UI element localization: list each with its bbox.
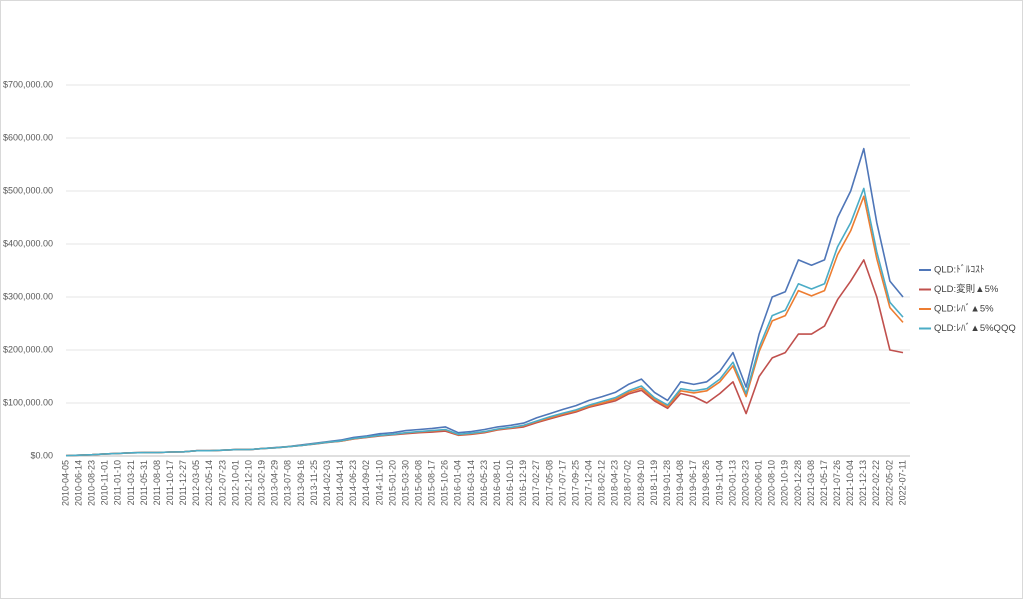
x-tick-label: 2010-08-23 [87, 460, 97, 506]
x-tick-label: 2016-03-14 [466, 460, 476, 506]
y-tick-label: $600,000.00 [3, 132, 53, 142]
x-tick-label: 2020-01-13 [727, 460, 737, 506]
x-tick-label: 2020-03-23 [740, 460, 750, 506]
x-tick-label: 2013-04-29 [270, 460, 280, 506]
x-tick-label: 2016-10-10 [505, 460, 515, 506]
x-tick-label: 2022-07-11 [897, 460, 907, 505]
x-tick-label: 2015-08-17 [427, 460, 437, 506]
x-tick-label: 2019-11-04 [714, 460, 724, 505]
x-tick-label: 2022-02-22 [871, 460, 881, 506]
x-tick-label: 2020-12-28 [793, 460, 803, 506]
x-tick-label: 2016-05-23 [479, 460, 489, 506]
x-tick-label: 2016-01-04 [453, 460, 463, 506]
x-tick-label: 2013-07-08 [283, 460, 293, 506]
legend-text: QLD:変則▲5% [934, 283, 999, 295]
x-tick-label: 2016-12-19 [518, 460, 528, 506]
x-tick-label: 2020-08-10 [767, 460, 777, 506]
x-tick-label: 2014-02-03 [322, 460, 332, 506]
x-tick-label: 2011-12-27 [178, 460, 188, 505]
x-tick-label: 2019-01-28 [662, 460, 672, 506]
x-tick-label: 2011-08-08 [152, 460, 162, 505]
x-tick-label: 2021-05-17 [819, 460, 829, 506]
x-tick-label: 2019-04-08 [675, 460, 685, 506]
x-tick-label: 2013-02-19 [257, 460, 267, 506]
y-tick-label: $0.00 [30, 450, 53, 460]
x-tick-label: 2022-05-02 [884, 460, 894, 506]
x-tick-label: 2012-07-23 [217, 460, 227, 506]
x-tick-label: 2017-09-25 [570, 460, 580, 506]
y-tick-label: $200,000.00 [3, 344, 53, 354]
x-tick-label: 2010-06-14 [73, 460, 83, 506]
y-tick-label: $400,000.00 [3, 238, 53, 248]
x-tick-label: 2020-10-19 [780, 460, 790, 506]
x-tick-label: 2015-03-30 [400, 460, 410, 506]
x-tick-label: 2013-11-25 [309, 460, 319, 505]
x-tick-label: 2015-01-20 [387, 460, 397, 506]
legend-text: QLD:ﾚﾊﾞ▲5% [934, 304, 994, 315]
x-tick-label: 2018-04-23 [610, 460, 620, 506]
x-tick-label: 2015-10-26 [440, 460, 450, 506]
x-tick-label: 2021-03-08 [806, 460, 816, 506]
x-tick-label: 2018-07-02 [623, 460, 633, 506]
x-tick-label: 2021-12-13 [858, 460, 868, 506]
x-tick-label: 2012-12-10 [243, 460, 253, 506]
y-tick-label: $100,000.00 [3, 397, 53, 407]
x-tick-label: 2014-04-14 [335, 460, 345, 506]
x-tick-label: 2018-09-10 [636, 460, 646, 506]
x-tick-label: 2012-05-14 [204, 460, 214, 506]
x-tick-label: 2010-11-01 [100, 460, 110, 505]
series-line [65, 187, 904, 457]
x-tick-label: 2021-07-26 [832, 460, 842, 506]
x-tick-label: 2017-12-04 [584, 460, 594, 506]
x-tick-label: 2014-09-02 [361, 460, 371, 506]
x-tick-label: 2010-04-05 [60, 460, 70, 506]
x-tick-label: 2018-02-12 [597, 460, 607, 506]
x-tick-label: 2018-11-19 [649, 460, 659, 505]
x-tick-label: 2011-10-17 [165, 460, 175, 505]
x-tick-label: 2019-06-17 [688, 460, 698, 506]
y-tick-label: $700,000.00 [3, 79, 53, 89]
x-tick-label: 2013-09-16 [296, 460, 306, 506]
x-tick-label: 2021-10-04 [845, 460, 855, 506]
x-tick-label: 2019-08-26 [701, 460, 711, 506]
y-tick-label: $500,000.00 [3, 185, 53, 195]
x-tick-label: 2017-02-27 [531, 460, 541, 506]
x-tick-label: 2017-05-08 [544, 460, 554, 506]
x-tick-label: 2014-11-10 [374, 460, 384, 505]
y-tick-label: $300,000.00 [3, 291, 53, 301]
x-tick-label: 2014-06-23 [348, 460, 358, 506]
x-tick-label: 2012-03-05 [191, 460, 201, 506]
x-tick-label: 2012-10-01 [230, 460, 240, 506]
legend-text: QLD:ﾚﾊﾞ▲5%QQQ [934, 323, 1016, 334]
legend-text: QLD:ﾄﾞﾙｺｽﾄ [934, 265, 985, 276]
x-tick-label: 2011-03-21 [126, 460, 136, 505]
x-tick-label: 2020-06-01 [754, 460, 764, 506]
x-tick-label: 2017-07-17 [557, 460, 567, 506]
x-tick-label: 2015-06-08 [413, 460, 423, 506]
x-tick-label: 2016-08-01 [492, 460, 502, 506]
x-tick-label: 2011-01-10 [113, 460, 123, 505]
x-tick-label: 2011-05-31 [139, 460, 149, 505]
